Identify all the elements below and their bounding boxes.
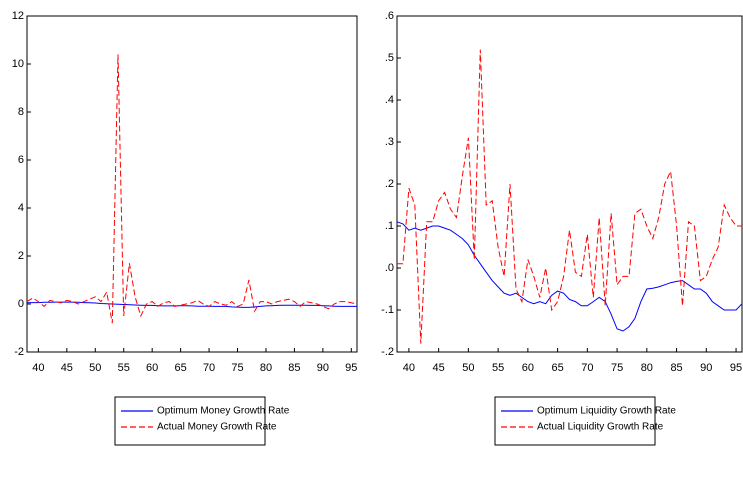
y-tick-label: 2 [18,250,24,262]
x-tick-label: 85 [670,362,682,374]
legend-box [494,396,656,446]
y-tick-label: 8 [18,106,24,118]
legend-box [114,396,266,446]
series-line [26,54,358,324]
x-tick-label: 95 [345,362,357,374]
x-tick-label: 50 [462,362,474,374]
y-tick-label: .6 [385,10,394,22]
x-tick-label: 55 [118,362,130,374]
legend-label: Actual Liquidity Growth Rate [537,422,664,433]
x-tick-label: 85 [288,362,300,374]
x-tick-label: 65 [551,362,563,374]
y-tick-label: 10 [12,58,24,70]
y-tick-label: 4 [18,202,24,214]
series-line [396,221,743,332]
y-tick-label: .1 [385,220,394,232]
x-tick-label: 55 [492,362,504,374]
x-tick-label: 60 [146,362,158,374]
plot-frame [26,15,358,353]
x-tick-label: 70 [581,362,593,374]
x-tick-label: 90 [317,362,329,374]
y-tick-label: .5 [385,52,394,64]
legend-label: Optimum Money Growth Rate [157,406,290,417]
plot-frame [396,15,743,353]
x-tick-label: 40 [32,362,44,374]
legend-label: Actual Money Growth Rate [157,422,277,433]
x-tick-label: 70 [203,362,215,374]
legend-label: Optimum Liquidity Growth Rate [537,406,676,417]
x-tick-label: 45 [61,362,73,374]
x-tick-label: 60 [522,362,534,374]
y-tick-label: .0 [385,262,394,274]
x-tick-label: 80 [641,362,653,374]
x-tick-label: 95 [730,362,742,374]
x-tick-label: 45 [433,362,445,374]
y-tick-label: 0 [18,298,24,310]
y-tick-label: .3 [385,136,394,148]
x-tick-label: 80 [260,362,272,374]
y-tick-label: .4 [385,94,394,106]
y-tick-label: -.2 [381,346,394,358]
x-tick-label: 40 [403,362,415,374]
x-tick-label: 65 [174,362,186,374]
y-tick-label: 6 [18,154,24,166]
x-tick-label: 75 [231,362,243,374]
y-tick-label: -.1 [381,304,394,316]
y-tick-label: .2 [385,178,394,190]
series-line [397,49,742,344]
y-tick-label: 12 [12,10,24,22]
y-tick-label: -2 [14,346,24,358]
x-tick-label: 50 [89,362,101,374]
x-tick-label: 90 [700,362,712,374]
x-tick-label: 75 [611,362,623,374]
